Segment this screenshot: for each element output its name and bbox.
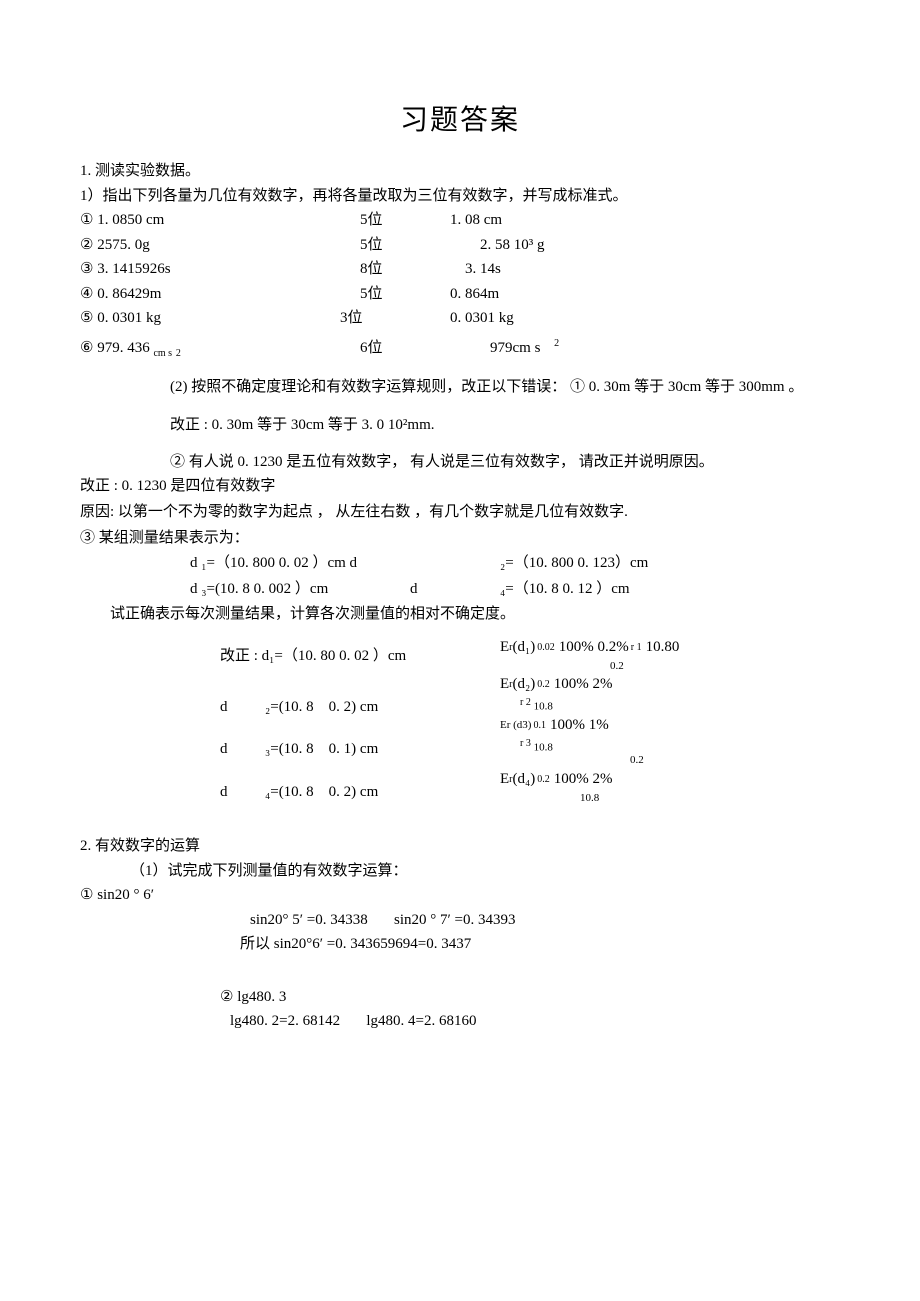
er2: Er (d₂) 0.2 100% 2% xyxy=(500,673,679,696)
q1-heading: 1. 测读实验数据。 xyxy=(80,160,840,183)
er1: Er (d₁) 0.02 100% 0.2% r 1 10.80 xyxy=(500,636,679,659)
q1-item3: ③ 3. 1415926s 8位 3. 14s xyxy=(80,258,840,281)
fix-d3: d ₃=(10. 8 0. 1) cm xyxy=(220,738,500,761)
q1-part2-fix: 改正 : 0. 30m 等于 30cm 等于 3. 0 10²mm. xyxy=(170,414,840,437)
q1-part2: (2) 按照不确定度理论和有效数字运算规则，改正以下错误： ① 0. 30m 等… xyxy=(170,375,840,401)
q1-item1: ① 1. 0850 cm 5位 1. 08 cm xyxy=(80,209,840,232)
q1-item6: ⑥ 979. 436 cm s 2 6位 979cm s 2 xyxy=(80,336,840,361)
er1-extra: 0.2 xyxy=(610,662,679,671)
q1-part3: ② 有人说 0. 1230 是五位有效数字， 有人说是三位有效数字， 请改正并说… xyxy=(170,451,840,474)
q1-sub1: 1）指出下列各量为几位有效数字，再将各量改取为三位有效数字，并写成标准式。 xyxy=(80,185,840,208)
fix-d4: d ₄=(10. 8 0. 2) cm xyxy=(220,781,500,804)
q1-part5: 试正确表示每次测量结果，计算各次测量值的相对不确定度。 xyxy=(110,603,840,626)
er4-sub: 10.8 xyxy=(580,794,679,803)
page-title: 习题答案 xyxy=(80,100,840,142)
q1-part4: ③ 某组测量结果表示为： xyxy=(80,527,840,550)
q1-d-row2: d ₃=(10. 8 0. 002 ）cm d ₄=（10. 8 0. 12 ）… xyxy=(190,578,840,601)
er2-sub: r 2 10.8 xyxy=(520,699,679,711)
fix-d2: d ₂=(10. 8 0. 2) cm xyxy=(220,696,500,719)
er3-sub: r 3 10.8 xyxy=(520,740,679,752)
q2-item1-head: ① sin20 ° 6′ xyxy=(80,884,840,907)
q2-item1-l1: sin20° 5′ =0. 34338 sin20 ° 7′ =0. 34393 xyxy=(250,909,840,932)
fix-d1: 改正 : d₁=（10. 80 0. 02 ）cm xyxy=(220,645,500,668)
q1-part3-reason: 原因: 以第一个不为零的数字为起点 ， 从左往右数 ，有几个数字就是几位有效数字… xyxy=(80,500,840,526)
q2-item2-l1: lg480. 2=2. 68142 lg480. 4=2. 68160 xyxy=(230,1010,840,1033)
er4: Er (d₄) 0.2 100% 2% xyxy=(500,768,679,791)
q2-heading: 2. 有效数字的运算 xyxy=(80,835,840,858)
q2-item1-l2: 所以 sin20°6′ =0. 343659694=0. 3437 xyxy=(240,933,840,956)
q1-part3-fix: 改正 : 0. 1230 是四位有效数字 xyxy=(80,475,840,498)
q1-item5: ⑤ 0. 0301 kg 3位 0. 0301 kg xyxy=(80,307,840,330)
er4-above: 0.2 xyxy=(630,756,679,765)
q2-sub1: （1）试完成下列测量值的有效数字运算： xyxy=(130,860,840,883)
q1-item4: ④ 0. 86429m 5位 0. 864m xyxy=(80,283,840,306)
q1-item2: ② 2575. 0g 5位 2. 58 10³ g xyxy=(80,234,840,257)
q1-d-row1: d ₁=（10. 800 0. 02 ）cm d ₂=（10. 800 0. 1… xyxy=(190,552,840,575)
q2-item2-head: ② lg480. 3 xyxy=(220,986,840,1009)
er3: Er (d3) 0.1 100% 1% xyxy=(500,714,679,737)
